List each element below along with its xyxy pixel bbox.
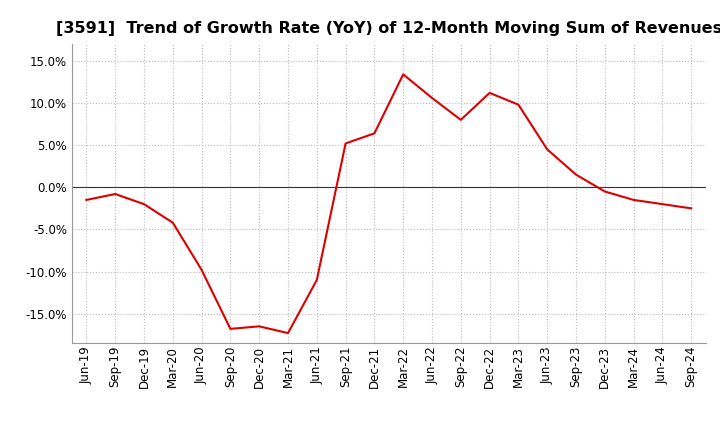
Title: [3591]  Trend of Growth Rate (YoY) of 12-Month Moving Sum of Revenues: [3591] Trend of Growth Rate (YoY) of 12-…	[55, 21, 720, 36]
